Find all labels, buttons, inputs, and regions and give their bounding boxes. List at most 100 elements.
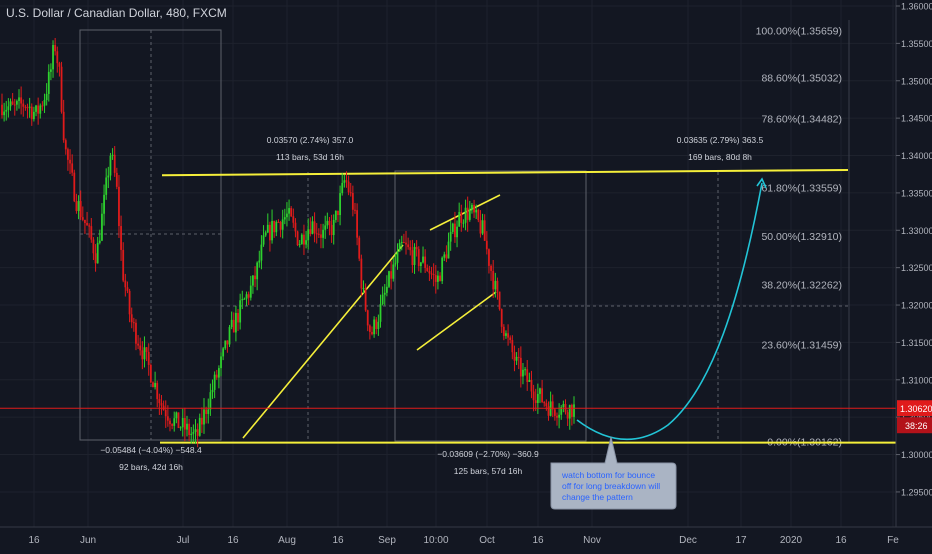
time-axis-label: 16	[332, 535, 344, 546]
candle-body	[315, 233, 318, 235]
candle-body	[254, 275, 256, 280]
candle-body	[115, 172, 118, 187]
candle-body	[205, 409, 208, 414]
candle-body	[290, 208, 293, 217]
price-axis-label: 1.34500	[901, 114, 932, 124]
candle-body	[383, 292, 386, 295]
candle-body	[515, 356, 518, 361]
candle-body	[286, 213, 288, 218]
candle-body	[494, 280, 497, 290]
candle-body	[139, 345, 142, 351]
candle-body	[522, 369, 524, 377]
candle-body	[362, 288, 365, 290]
candle-body	[126, 287, 129, 291]
candle-body	[128, 290, 131, 315]
candle-body	[86, 223, 88, 226]
price-axis-label: 1.31000	[901, 375, 932, 385]
channel-lower	[416, 291, 497, 351]
resistance-line	[161, 169, 849, 177]
candle-body	[381, 294, 384, 305]
candle-body	[269, 224, 271, 241]
price-axis-label: 1.29500	[901, 487, 932, 497]
candle-body	[158, 399, 161, 404]
candle-body	[169, 420, 171, 425]
candle-body	[81, 217, 84, 220]
candle-body	[407, 244, 410, 248]
candle-body	[137, 343, 139, 346]
candle-body	[105, 177, 108, 195]
time-axis-label: 16	[227, 535, 239, 546]
current-price-badge	[897, 400, 932, 417]
candle-body	[437, 275, 439, 282]
candle-body	[26, 107, 29, 109]
candle-body	[54, 45, 57, 52]
candle-body	[90, 226, 93, 240]
candle-body	[92, 239, 95, 254]
candle-body	[20, 97, 23, 104]
candle-body	[496, 280, 499, 292]
candle-body	[124, 280, 127, 288]
candle-body	[477, 209, 480, 221]
price-axis-label: 1.34000	[901, 151, 932, 161]
projection-arrowhead	[756, 177, 767, 189]
candle-body	[292, 216, 295, 223]
candle-body	[230, 319, 233, 328]
candle-body	[288, 208, 290, 214]
candle-body	[141, 350, 144, 360]
price-axis-background	[896, 0, 932, 550]
candle-body	[18, 97, 20, 101]
candle-body	[551, 401, 554, 410]
candle-body	[228, 327, 231, 345]
fib-78-6-label: 78.60%(1.34482)	[761, 113, 842, 125]
candle-body	[534, 400, 537, 404]
candle-body	[364, 288, 367, 311]
candle-body	[332, 219, 335, 236]
candle-body	[532, 391, 535, 401]
candle-body	[9, 101, 12, 107]
candle-body	[71, 163, 74, 173]
candle-body	[483, 220, 486, 241]
candle-body	[243, 298, 246, 300]
candle-body	[428, 271, 431, 274]
price-axis-label: 1.30000	[901, 450, 932, 460]
candle-body	[434, 275, 437, 282]
time-axis-label: Jun	[80, 535, 96, 546]
candle-body	[60, 66, 63, 112]
countdown-label: 38:26	[905, 421, 928, 431]
candle-body	[394, 262, 397, 265]
candle-body	[354, 209, 356, 211]
candle-body	[347, 181, 350, 193]
candle-body	[41, 105, 44, 107]
symbol-title: U.S. Dollar / Canadian Dollar, 480, FXCM	[6, 6, 227, 20]
candle-body	[98, 240, 101, 243]
candle-body	[485, 240, 488, 250]
price-axis-label: 1.32000	[901, 301, 932, 311]
candle-body	[296, 231, 299, 246]
candle-body	[62, 111, 65, 141]
candle-body	[220, 356, 222, 369]
candle-body	[215, 374, 218, 378]
candle-body	[454, 223, 456, 238]
current-price-label: 1.30620	[900, 404, 932, 414]
candle-body	[313, 221, 316, 234]
candle-body	[52, 45, 54, 70]
candle-body	[441, 257, 444, 282]
candle-body	[13, 104, 16, 106]
candle-body	[156, 383, 159, 400]
candle-body	[175, 412, 178, 419]
candle-body	[570, 404, 573, 417]
candle-body	[56, 51, 59, 64]
candle-body	[553, 409, 556, 416]
candle-body	[328, 220, 331, 225]
candle-body	[217, 368, 220, 378]
candle-body	[490, 265, 492, 271]
candle-body	[345, 180, 348, 182]
candle-body	[11, 101, 14, 105]
price-axis-label: 1.35500	[901, 39, 932, 49]
candle-body	[479, 220, 482, 234]
candle-body	[451, 223, 454, 232]
candle-body	[341, 182, 344, 194]
candle-body	[326, 220, 329, 226]
